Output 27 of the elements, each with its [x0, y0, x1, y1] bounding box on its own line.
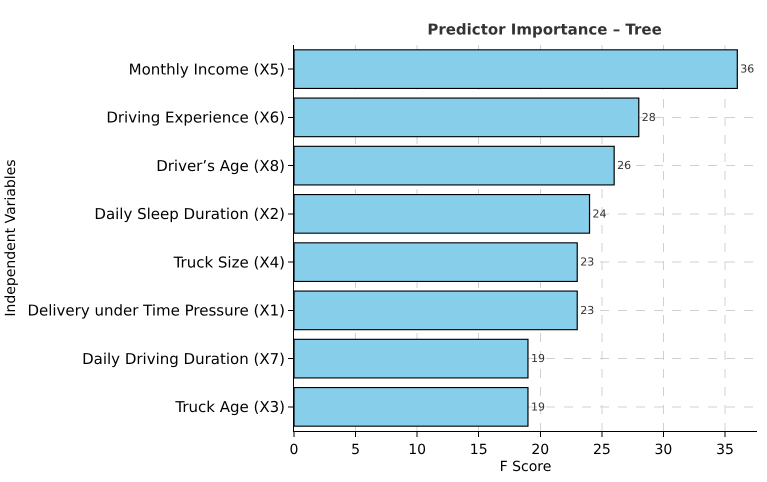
data-label: 28: [642, 110, 656, 124]
chart-title: Predictor Importance – Tree: [427, 20, 662, 39]
x-tick-label: 10: [408, 442, 426, 458]
y-tick-label: Truck Size (X4): [172, 253, 285, 272]
y-tick-label: Daily Driving Duration (X7): [82, 350, 285, 368]
y-tick-label: Driver’s Age (X8): [156, 156, 285, 175]
data-label: 23: [580, 256, 594, 269]
x-tick-label: 0: [290, 442, 298, 458]
y-tick-label: Daily Sleep Duration (X2): [94, 205, 285, 224]
y-axis-title: Independent Variables: [3, 159, 20, 317]
data-label: 24: [592, 207, 607, 220]
data-label: 26: [617, 159, 632, 172]
y-tick-label: Monthly Income (X5): [128, 60, 285, 78]
x-tick-label: 30: [654, 442, 672, 458]
x-tick-label: 25: [592, 442, 611, 458]
x-tick-label: 5: [351, 442, 360, 458]
y-tick-label: Truck Age (X3): [174, 398, 285, 416]
y-tick-label: Delivery under Time Pressure (X1): [27, 302, 285, 320]
x-tick-label: 35: [716, 442, 734, 458]
y-tick-label: Driving Experience (X6): [106, 108, 285, 127]
x-tick-label: 20: [531, 442, 550, 458]
data-label: 36: [740, 62, 754, 76]
data-label: 19: [530, 352, 545, 366]
data-label: 19: [530, 400, 545, 414]
x-tick-label: 15: [470, 442, 488, 458]
data-label: 23: [580, 304, 594, 317]
x-axis-title: F Score: [500, 459, 552, 476]
